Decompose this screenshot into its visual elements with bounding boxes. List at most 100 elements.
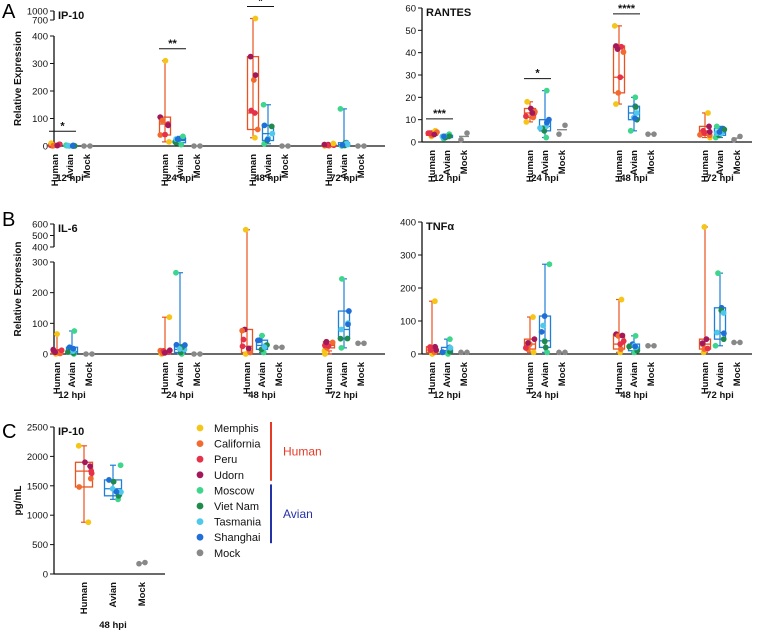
data-point-avian xyxy=(173,341,180,348)
significance-label: ** xyxy=(168,38,177,50)
significance-label: * xyxy=(535,68,540,80)
data-point-avian xyxy=(447,344,454,351)
data-point-avian xyxy=(118,489,124,495)
y-tick-label: 1000 xyxy=(27,511,48,522)
data-point-avian xyxy=(541,313,548,319)
x-time-label: 12 hpi xyxy=(433,173,460,184)
data-point-human xyxy=(614,46,621,53)
x-group-label: Human xyxy=(614,362,625,394)
data-point-mock xyxy=(556,349,562,356)
x-group-label: Avian xyxy=(339,362,350,388)
x-group-label: Mock xyxy=(137,581,148,606)
data-point-avian xyxy=(338,326,345,333)
data-point-human xyxy=(701,129,708,136)
data-point-avian xyxy=(714,329,720,336)
data-point-human xyxy=(157,132,164,138)
data-point-mock xyxy=(361,340,367,347)
data-point-human xyxy=(85,519,92,526)
data-point-human xyxy=(530,314,536,320)
data-point-human xyxy=(252,15,259,22)
data-point-avian xyxy=(713,123,720,130)
data-point-avian xyxy=(546,261,553,268)
x-group-label: Avian xyxy=(65,154,76,180)
x-group-label: Mock xyxy=(459,149,470,174)
x-group-label: Avian xyxy=(339,154,350,180)
legend-label: California xyxy=(214,439,261,451)
data-point-mock xyxy=(645,342,651,349)
data-point-avian xyxy=(269,130,276,137)
x-group-label: Human xyxy=(160,362,171,394)
data-point-mock xyxy=(197,143,203,149)
data-point-human xyxy=(329,339,336,346)
x-group-label: Mock xyxy=(356,153,367,178)
data-point-avian xyxy=(720,310,727,316)
data-point-human xyxy=(252,72,259,79)
y-tick-label: 200 xyxy=(32,288,48,299)
panel-letter-c: C xyxy=(2,421,16,443)
x-time-label: 48 hpi xyxy=(620,390,647,401)
data-point-avian xyxy=(260,101,267,108)
y-tick-label: 100 xyxy=(400,317,416,328)
data-point-avian xyxy=(268,123,275,130)
data-point-human xyxy=(525,340,531,346)
data-point-avian xyxy=(632,94,639,101)
data-point-avian xyxy=(720,336,727,343)
y-axis-label: Relative Expression xyxy=(13,31,24,126)
chart-title: IL-6 xyxy=(58,223,78,235)
data-point-mock xyxy=(279,344,285,351)
x-time-label: 72 hpi xyxy=(706,390,733,401)
x-group-label: Avian xyxy=(257,362,268,388)
data-point-human xyxy=(76,484,83,490)
x-group-label: Avian xyxy=(540,150,551,176)
y-axis-label: pg/mL xyxy=(13,486,24,516)
data-point-avian xyxy=(543,87,550,94)
x-time-label: 48 hpi xyxy=(620,173,647,184)
data-point-avian xyxy=(712,342,719,349)
y-tick-label: 600 xyxy=(32,220,48,231)
data-point-human xyxy=(245,345,252,352)
data-point-mock xyxy=(191,351,197,357)
x-group-label: Mock xyxy=(646,361,657,386)
x-group-label: Mock xyxy=(557,149,568,174)
x-group-label: Avian xyxy=(629,150,640,176)
data-point-avian xyxy=(69,143,76,149)
data-point-human xyxy=(618,296,625,303)
data-point-mock xyxy=(285,143,291,149)
data-point-human xyxy=(88,470,95,477)
data-point-avian xyxy=(173,269,179,276)
data-point-avian xyxy=(259,332,265,339)
data-point-avian xyxy=(541,338,548,345)
data-point-avian xyxy=(446,336,453,343)
x-group-label: Avian xyxy=(442,150,453,176)
data-point-avian xyxy=(721,126,728,133)
data-point-avian xyxy=(255,337,261,344)
data-point-human xyxy=(82,459,88,466)
data-point-avian xyxy=(537,125,543,131)
data-point-avian xyxy=(110,478,117,485)
data-point-human xyxy=(433,347,440,353)
data-point-human xyxy=(166,314,173,321)
data-point-avian xyxy=(337,335,344,342)
data-point-human xyxy=(87,463,94,470)
data-point-human xyxy=(54,142,61,149)
x-time-label: 12 hpi xyxy=(56,173,83,184)
x-group-label: Mock xyxy=(356,361,367,386)
data-point-avian xyxy=(71,328,78,334)
y-tick-label: 1000 xyxy=(27,7,48,18)
x-group-label: Mock xyxy=(82,153,93,178)
chart-title: IP-10 xyxy=(58,426,84,438)
data-point-avian xyxy=(337,105,344,112)
y-tick-label: 400 xyxy=(400,218,416,229)
y-tick-label: 200 xyxy=(32,87,48,98)
x-time-label: 24 hpi xyxy=(166,390,193,401)
x-group-label: Avian xyxy=(629,362,640,388)
y-tick-label: 0 xyxy=(43,350,48,361)
data-point-avian xyxy=(540,322,547,329)
data-point-human xyxy=(52,349,58,356)
chart-title: RANTES xyxy=(426,7,471,19)
data-point-human xyxy=(240,336,247,343)
y-tick-label: 20 xyxy=(405,93,416,104)
data-point-human xyxy=(247,53,254,60)
x-time-label: 72 hpi xyxy=(330,390,357,401)
